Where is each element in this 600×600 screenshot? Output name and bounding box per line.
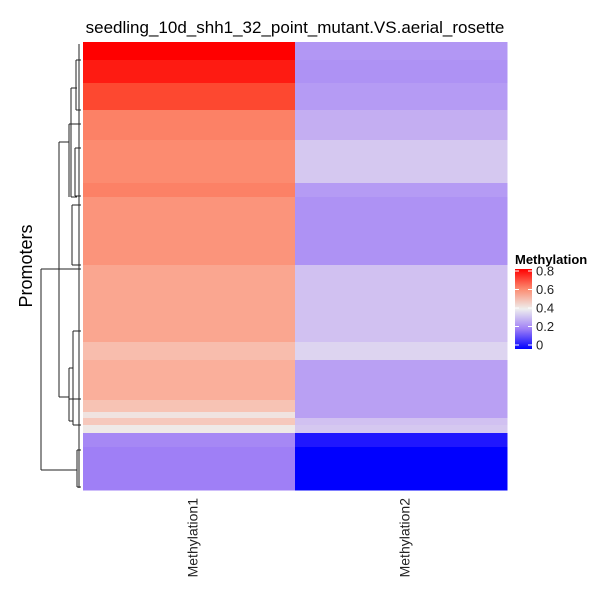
heatmap-cell xyxy=(295,110,508,141)
heatmap-cell xyxy=(295,425,508,434)
heatmap-cell xyxy=(295,412,508,419)
heatmap-cell xyxy=(295,60,508,84)
heatmap-cell xyxy=(83,400,296,413)
heatmap-cell xyxy=(83,110,296,141)
heatmap-cell xyxy=(83,140,296,184)
y-axis-label: Promoters xyxy=(16,224,36,307)
heatmap-cell xyxy=(83,42,296,61)
heatmap-cell xyxy=(295,400,508,413)
heatmap-cell xyxy=(295,433,508,448)
heatmap-cell xyxy=(295,418,508,426)
heatmap-cell xyxy=(295,140,508,184)
legend-tick-label: 0.8 xyxy=(536,264,554,279)
heatmap-cell xyxy=(83,83,296,111)
heatmap-cell xyxy=(295,265,508,343)
legend-colorbar xyxy=(515,269,532,349)
legend-tick-label: 0 xyxy=(536,338,543,353)
legend-tick-label: 0.6 xyxy=(536,282,554,297)
heatmap-cell xyxy=(83,433,296,448)
heatmap-cell xyxy=(83,60,296,84)
heatmap-cell xyxy=(83,342,296,361)
heatmap-cell xyxy=(83,183,296,198)
heatmap-cell xyxy=(295,183,508,198)
heatmap-cell xyxy=(83,197,296,266)
heatmap-cell xyxy=(83,265,296,343)
heatmap-cell xyxy=(83,418,296,426)
heatmap-cell xyxy=(83,360,296,401)
column-label-2: Methylation2 xyxy=(397,498,413,578)
column-label-1: Methylation1 xyxy=(185,498,201,578)
chart-title: seedling_10d_shh1_32_point_mutant.VS.aer… xyxy=(86,18,505,37)
heatmap-cell xyxy=(295,447,508,491)
row-dendrogram xyxy=(40,44,81,488)
heatmap-cell xyxy=(83,412,296,419)
legend-tick-label: 0.2 xyxy=(536,319,554,334)
legend-tick-label: 0.4 xyxy=(536,301,554,316)
heatmap-cells xyxy=(83,42,508,491)
heatmap-cell xyxy=(295,197,508,266)
legend: Methylation 0 0.2 0.4 0.6 0.8 xyxy=(515,252,587,353)
legend-title: Methylation xyxy=(515,252,587,267)
heatmap-cell xyxy=(295,342,508,361)
heatmap-cell xyxy=(295,42,508,61)
heatmap-cell xyxy=(83,425,296,434)
heatmap-cell xyxy=(295,360,508,401)
heatmap-cell xyxy=(83,447,296,491)
heatmap-cell xyxy=(295,83,508,111)
